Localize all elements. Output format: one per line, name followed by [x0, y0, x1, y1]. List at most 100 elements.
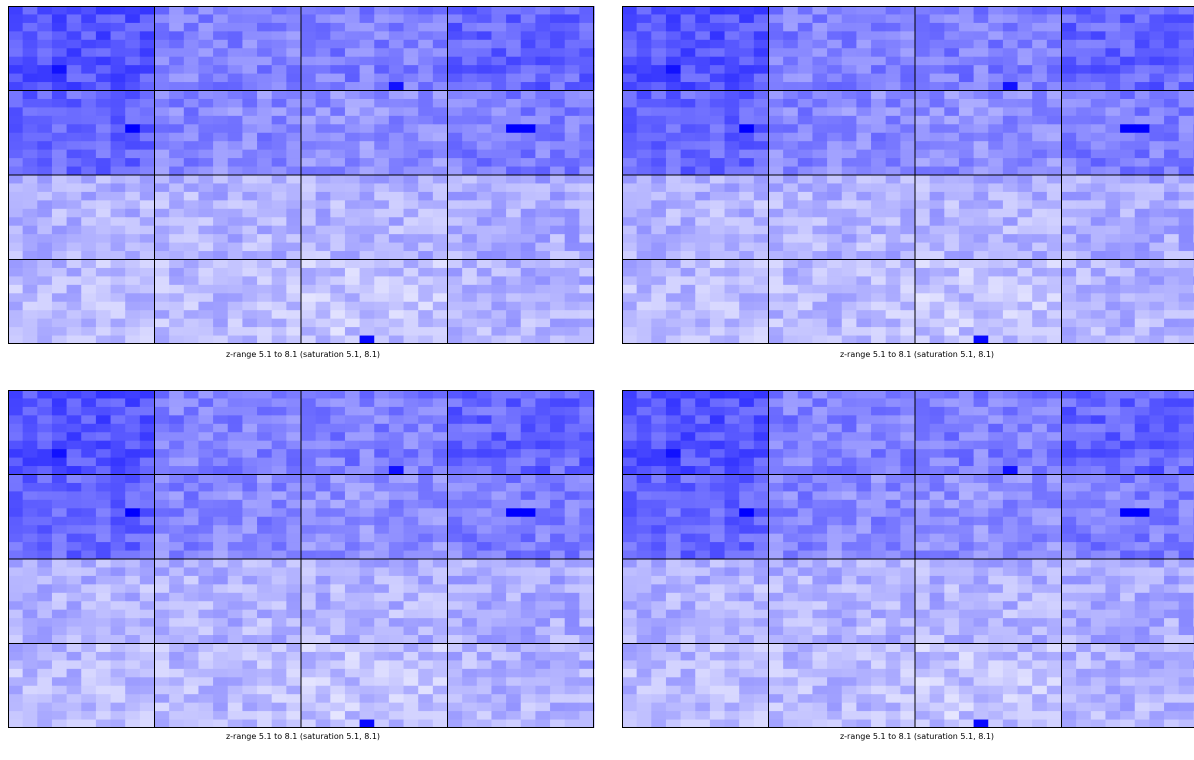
heatmap-cell — [1164, 243, 1179, 252]
heatmap-cell — [37, 276, 52, 285]
heatmap-cell — [228, 65, 243, 74]
heatmap-cell — [681, 82, 696, 91]
heatmap-cell — [272, 183, 287, 192]
heatmap-cell — [198, 319, 213, 328]
heatmap-cell — [930, 150, 945, 159]
heatmap-cell — [8, 319, 23, 328]
heatmap-cell — [1120, 175, 1135, 184]
heatmap-cell — [433, 534, 448, 543]
heatmap-cell — [842, 57, 857, 66]
heatmap-cell — [242, 293, 257, 302]
heatmap-cell — [1062, 65, 1077, 74]
heatmap-cell — [710, 65, 725, 74]
heatmap-cell — [535, 150, 550, 159]
heatmap-cell — [798, 48, 813, 57]
heatmap-cell — [739, 441, 754, 450]
heatmap-cell — [155, 183, 170, 192]
heatmap-cell — [272, 635, 287, 644]
heatmap-cell — [550, 124, 565, 133]
heatmap-cell — [666, 327, 681, 336]
heatmap-cell — [67, 14, 82, 23]
heatmap-cell — [330, 209, 345, 218]
heatmap-cell — [1003, 65, 1018, 74]
heatmap-cell — [448, 302, 463, 311]
heatmap-cell — [1105, 99, 1120, 108]
heatmap-cell — [169, 694, 184, 703]
heatmap-cell — [695, 31, 710, 40]
heatmap-cell — [389, 398, 404, 407]
heatmap-cell — [477, 48, 492, 57]
heatmap-cell — [213, 576, 228, 585]
heatmap-cell — [666, 251, 681, 260]
heatmap-cell — [286, 525, 301, 534]
heatmap-cell — [1076, 251, 1091, 260]
heatmap-cell — [535, 407, 550, 416]
heatmap-cell — [404, 390, 419, 399]
heatmap-cell — [286, 686, 301, 695]
heatmap-cell — [871, 124, 886, 133]
heatmap-cell — [418, 415, 433, 424]
heatmap-cell — [579, 133, 594, 142]
heatmap-cell — [52, 475, 67, 484]
heatmap-cell — [52, 432, 67, 441]
heatmap-cell — [257, 158, 272, 167]
heatmap-cell — [1105, 48, 1120, 57]
heatmap-cell — [1135, 150, 1150, 159]
heatmap-cell — [462, 441, 477, 450]
heatmap-cell — [565, 483, 580, 492]
heatmap-cell — [184, 209, 199, 218]
heatmap-cell — [272, 23, 287, 32]
heatmap-cell — [521, 40, 536, 49]
heatmap-cell — [125, 310, 140, 319]
heatmap-cell — [169, 302, 184, 311]
heatmap-cell — [169, 432, 184, 441]
heatmap-cell — [1018, 183, 1033, 192]
heatmap-cell — [506, 268, 521, 277]
heatmap-cell — [404, 711, 419, 720]
heatmap-cell — [140, 251, 155, 260]
heatmap-cell — [579, 508, 594, 517]
heatmap-cell — [404, 217, 419, 226]
heatmap-cell — [886, 141, 901, 150]
heatmap-cell — [1091, 23, 1106, 32]
heatmap-cell — [418, 720, 433, 728]
heatmap-cell — [374, 40, 389, 49]
heatmap-cell — [8, 302, 23, 311]
heatmap-cell — [140, 584, 155, 593]
heatmap-cell — [535, 243, 550, 252]
heatmap-cell — [666, 449, 681, 458]
heatmap-cell — [404, 91, 419, 100]
heatmap-cell — [125, 390, 140, 399]
heatmap-cell — [521, 48, 536, 57]
heatmap-cell — [550, 660, 565, 669]
heatmap-cell — [228, 319, 243, 328]
heatmap-cell — [448, 133, 463, 142]
heatmap-cell — [23, 542, 38, 551]
heatmap-cell — [360, 694, 375, 703]
heatmap-cell — [550, 200, 565, 209]
heatmap-cell — [125, 534, 140, 543]
heatmap-cell — [666, 6, 681, 15]
heatmap-cell — [345, 234, 360, 243]
heatmap-cell — [360, 6, 375, 15]
heatmap-cell — [330, 243, 345, 252]
heatmap-cell — [433, 483, 448, 492]
heatmap-cell — [404, 116, 419, 125]
heatmap-cell — [754, 285, 769, 294]
heatmap-cell — [81, 6, 96, 15]
heatmap-cell — [198, 158, 213, 167]
heatmap-cell — [769, 57, 784, 66]
heatmap-cell — [535, 31, 550, 40]
heatmap-cell — [140, 415, 155, 424]
heatmap-cell — [404, 677, 419, 686]
heatmap-cell — [316, 534, 331, 543]
heatmap-cell — [754, 217, 769, 226]
heatmap-cell — [242, 243, 257, 252]
heatmap-cell — [812, 327, 827, 336]
heatmap-cell — [695, 141, 710, 150]
heatmap-cell — [286, 449, 301, 458]
heatmap-cell — [316, 424, 331, 433]
heatmap-cell — [506, 260, 521, 269]
heatmap-cell — [579, 525, 594, 534]
heatmap-cell — [974, 200, 989, 209]
